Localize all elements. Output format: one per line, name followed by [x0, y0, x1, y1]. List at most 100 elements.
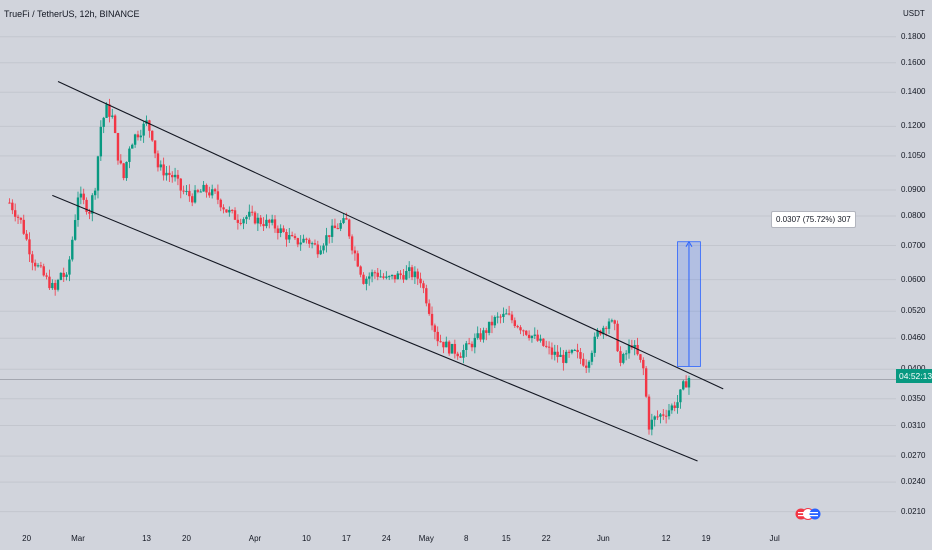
candle-body: [530, 335, 534, 339]
measure-arrowhead: [685, 240, 693, 248]
candle-body: [259, 217, 262, 225]
candle-body: [85, 199, 88, 212]
candle-body: [679, 389, 682, 403]
candle-body: [113, 115, 117, 133]
candle-body: [365, 278, 368, 284]
y-tick-label: 0.0350: [901, 393, 926, 403]
candle-body: [168, 172, 171, 176]
x-tick-label: 12: [661, 534, 671, 543]
candle-body: [185, 190, 188, 192]
x-tick-label: 20: [22, 534, 32, 543]
candle-body: [288, 235, 291, 240]
current-price-label: 04:52:13: [896, 369, 932, 383]
candle-body: [108, 104, 111, 117]
candle-body: [519, 327, 522, 331]
candle-body: [222, 207, 225, 210]
candle-body: [573, 349, 576, 351]
candle-body: [373, 272, 377, 274]
candle-body: [339, 222, 342, 229]
candle-body: [427, 303, 431, 314]
candle-body: [353, 250, 357, 254]
candle-body: [25, 233, 28, 240]
x-tick-label: 15: [501, 534, 511, 543]
x-tick-label: Jun: [596, 534, 610, 543]
candle-body: [350, 236, 354, 251]
candle-body: [159, 164, 162, 168]
candle-body: [11, 202, 14, 211]
candle-body: [539, 338, 542, 341]
candle-body: [376, 272, 379, 277]
economic-events-icon[interactable]: [795, 506, 821, 522]
y-tick-label: 0.1400: [901, 87, 926, 97]
candle-body: [325, 235, 328, 246]
candle-body: [607, 321, 611, 329]
candle-body: [359, 266, 362, 275]
candle-body: [182, 190, 185, 192]
y-tick-label: 0.0400: [901, 364, 931, 373]
candle-body: [687, 377, 691, 388]
y-tick-label: 0.0600: [901, 274, 926, 284]
candle-body: [153, 140, 157, 154]
candle-body: [576, 349, 579, 353]
y-tick-label: 0.1600: [901, 57, 926, 67]
y-axis-unit: USDT: [903, 9, 925, 18]
candle-body: [305, 238, 308, 240]
candle-body: [616, 323, 619, 352]
candle-body: [76, 197, 80, 221]
candle-body: [647, 396, 651, 430]
candle-body: [633, 344, 636, 348]
candle-body: [59, 272, 63, 280]
candle-body: [102, 117, 105, 127]
candle-body: [31, 254, 34, 263]
candle-body: [493, 317, 497, 326]
candle-body: [191, 196, 194, 203]
candle-body: [533, 334, 536, 336]
candle-body: [171, 175, 174, 178]
candle-body: [393, 274, 397, 280]
candle-body: [151, 130, 154, 141]
candle-body: [459, 356, 462, 358]
candle-body: [462, 349, 465, 358]
candle-body: [644, 368, 648, 397]
candle-body: [370, 272, 374, 277]
candle-body: [545, 345, 548, 347]
candle-body: [550, 347, 554, 355]
candle-body: [613, 320, 616, 324]
y-tick-label: 0.0520: [901, 306, 926, 316]
candle-body: [93, 190, 97, 196]
candle-body: [8, 202, 11, 204]
candle-body: [664, 415, 668, 417]
candle-body: [499, 316, 502, 318]
candle-body: [610, 320, 614, 322]
candle-body: [28, 239, 31, 255]
candle-body: [230, 209, 234, 211]
y-tick-label: 0.0240: [901, 477, 926, 487]
candle-body: [562, 354, 565, 363]
y-tick-label: 0.0800: [901, 210, 926, 220]
y-tick-label: 0.0700: [901, 240, 926, 250]
candle-body: [13, 210, 17, 217]
candle-body: [36, 265, 40, 267]
y-tick-label: 0.0210: [901, 506, 926, 516]
candle-body: [299, 242, 302, 245]
chart-title: TrueFi / TetherUS, 12h, BINANCE: [4, 9, 140, 19]
candle-body: [71, 239, 74, 260]
candle-body: [279, 228, 282, 234]
candle-body: [228, 209, 231, 213]
candle-body: [622, 353, 625, 363]
candle-body: [639, 354, 642, 360]
candle-body: [516, 326, 519, 328]
candle-body: [96, 156, 100, 191]
candle-body: [256, 217, 260, 224]
candle-body: [333, 225, 337, 229]
candle-body: [342, 218, 345, 223]
candle-body: [88, 211, 91, 214]
y-tick-label: 0.0310: [901, 420, 926, 430]
candle-body: [439, 341, 442, 343]
candle-body: [602, 327, 605, 335]
candle-body: [559, 354, 562, 357]
candle-body: [676, 402, 679, 408]
candle-body: [276, 228, 280, 234]
x-tick-label: 13: [142, 534, 151, 543]
